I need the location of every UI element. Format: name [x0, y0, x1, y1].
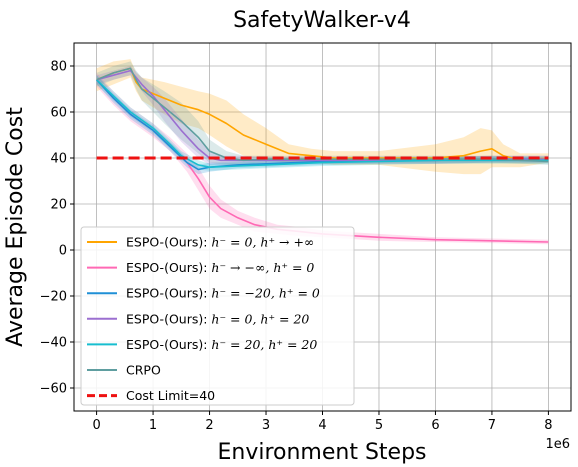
y-tick-label: 20	[50, 198, 67, 213]
band-layer	[96, 59, 549, 245]
x-tick-label: 1	[149, 418, 157, 433]
x-tick-label: 8	[544, 418, 552, 433]
x-offset-label: 1e6	[545, 437, 570, 452]
series-band-crpo	[96, 61, 549, 165]
legend-label: ESPO-(Ours): h⁻ → −∞, h⁺ = 0	[126, 260, 314, 275]
chart-title: SafetyWalker-v4	[233, 8, 411, 33]
legend-box	[80, 226, 355, 406]
series-band-espo-ours-h-20-h-20	[96, 75, 549, 171]
legend-label: ESPO-(Ours): h⁻ = 0, h⁺ → +∞	[126, 235, 314, 250]
x-tick-label: 4	[318, 418, 326, 433]
legend-entry: CRPO	[87, 363, 161, 378]
legend: ESPO-(Ours): h⁻ = 0, h⁺ → +∞ ESPO-(Ours):…	[80, 226, 355, 406]
x-tick-label: 2	[205, 418, 213, 433]
legend-label: ESPO-(Ours): h⁻ = 0, h⁺ = 20	[126, 311, 309, 326]
y-tick-label: 60	[50, 106, 67, 121]
series-band-espo-ours-h-0-h	[96, 59, 549, 175]
legend-entry: ESPO-(Ours): h⁻ = 20, h⁺ = 20	[87, 337, 317, 352]
y-tick-label: −20	[40, 290, 67, 305]
legend-entry: ESPO-(Ours): h⁻ = 0, h⁺ → +∞	[87, 235, 314, 250]
legend-label: Cost Limit=40	[126, 388, 215, 403]
legend-entry: ESPO-(Ours): h⁻ = −20, h⁺ = 0	[87, 286, 320, 301]
legend-label: ESPO-(Ours): h⁻ = 20, h⁺ = 20	[126, 337, 317, 352]
y-tick-label: −40	[40, 336, 67, 351]
series-line-espo-ours-h-20-h-20	[96, 79, 549, 168]
y-tick-label: −60	[40, 382, 67, 397]
legend-entry: Cost Limit=40	[87, 388, 215, 403]
x-axis-label: Environment Steps	[217, 440, 426, 465]
legend-label: CRPO	[126, 363, 161, 378]
x-tick-label: 3	[262, 418, 270, 433]
x-tick-label: 5	[375, 418, 383, 433]
x-tick-label: 0	[92, 418, 100, 433]
line-layer	[96, 67, 549, 243]
legend-entry: ESPO-(Ours): h⁻ = 0, h⁺ = 20	[87, 311, 309, 326]
y-tick-label: 80	[50, 60, 67, 75]
legend-label: ESPO-(Ours): h⁻ = −20, h⁺ = 0	[126, 286, 320, 301]
series-band-espo-ours-h-h-0	[96, 72, 549, 245]
y-axis-label: Average Episode Cost	[3, 107, 28, 347]
y-tick-label: 40	[50, 152, 67, 167]
x-tick-label: 7	[488, 418, 496, 433]
y-tick-label: 0	[59, 244, 67, 259]
tick-layer: 0 1 2 3 4 5 6 7 8 −60 −40 −20 0 20 40 60 80	[40, 60, 553, 434]
legend-entry: ESPO-(Ours): h⁻ → −∞, h⁺ = 0	[87, 260, 314, 275]
x-tick-label: 6	[431, 418, 439, 433]
